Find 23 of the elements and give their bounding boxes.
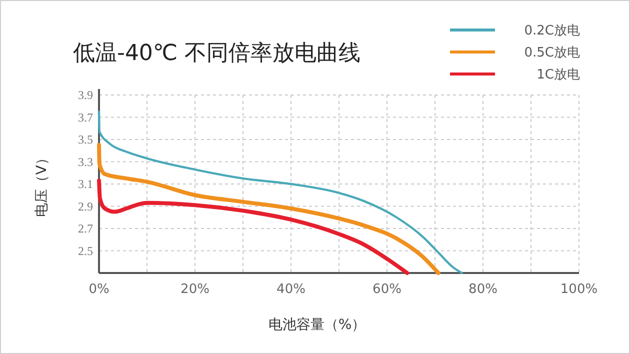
line-series: [98, 110, 463, 274]
x-tick-label: 100%: [560, 282, 598, 297]
y-tick-label: 2.7: [78, 222, 93, 236]
chart-title: 低温-40℃ 不同倍率放电曲线: [73, 41, 361, 66]
line-series: [97, 143, 440, 275]
y-axis-title: 电压（V）: [34, 151, 50, 217]
x-tick-label: 60%: [372, 282, 402, 297]
legend-label: 0.2C放电: [524, 24, 580, 39]
line-series: [97, 178, 410, 275]
x-tick-label: 40%: [276, 282, 306, 297]
x-tick-label: 20%: [180, 282, 210, 297]
x-tick-label: 80%: [468, 282, 498, 297]
x-axis-title: 电池容量（%）: [268, 317, 366, 333]
y-tick-label: 3.5: [78, 132, 93, 147]
y-tick-label: 2.5: [78, 244, 93, 258]
text: 1C放电: [536, 68, 580, 83]
x-tick-label: 0%: [88, 282, 110, 297]
y-tick-label: 3.9: [78, 88, 93, 102]
y-tick-label: 3.1: [78, 177, 93, 192]
legend-label: 0.5C放电: [524, 46, 580, 61]
y-tick-label: 3.3: [78, 154, 93, 169]
y-tick-label: 3.7: [78, 110, 93, 124]
y-tick-label: 2.9: [78, 199, 93, 214]
